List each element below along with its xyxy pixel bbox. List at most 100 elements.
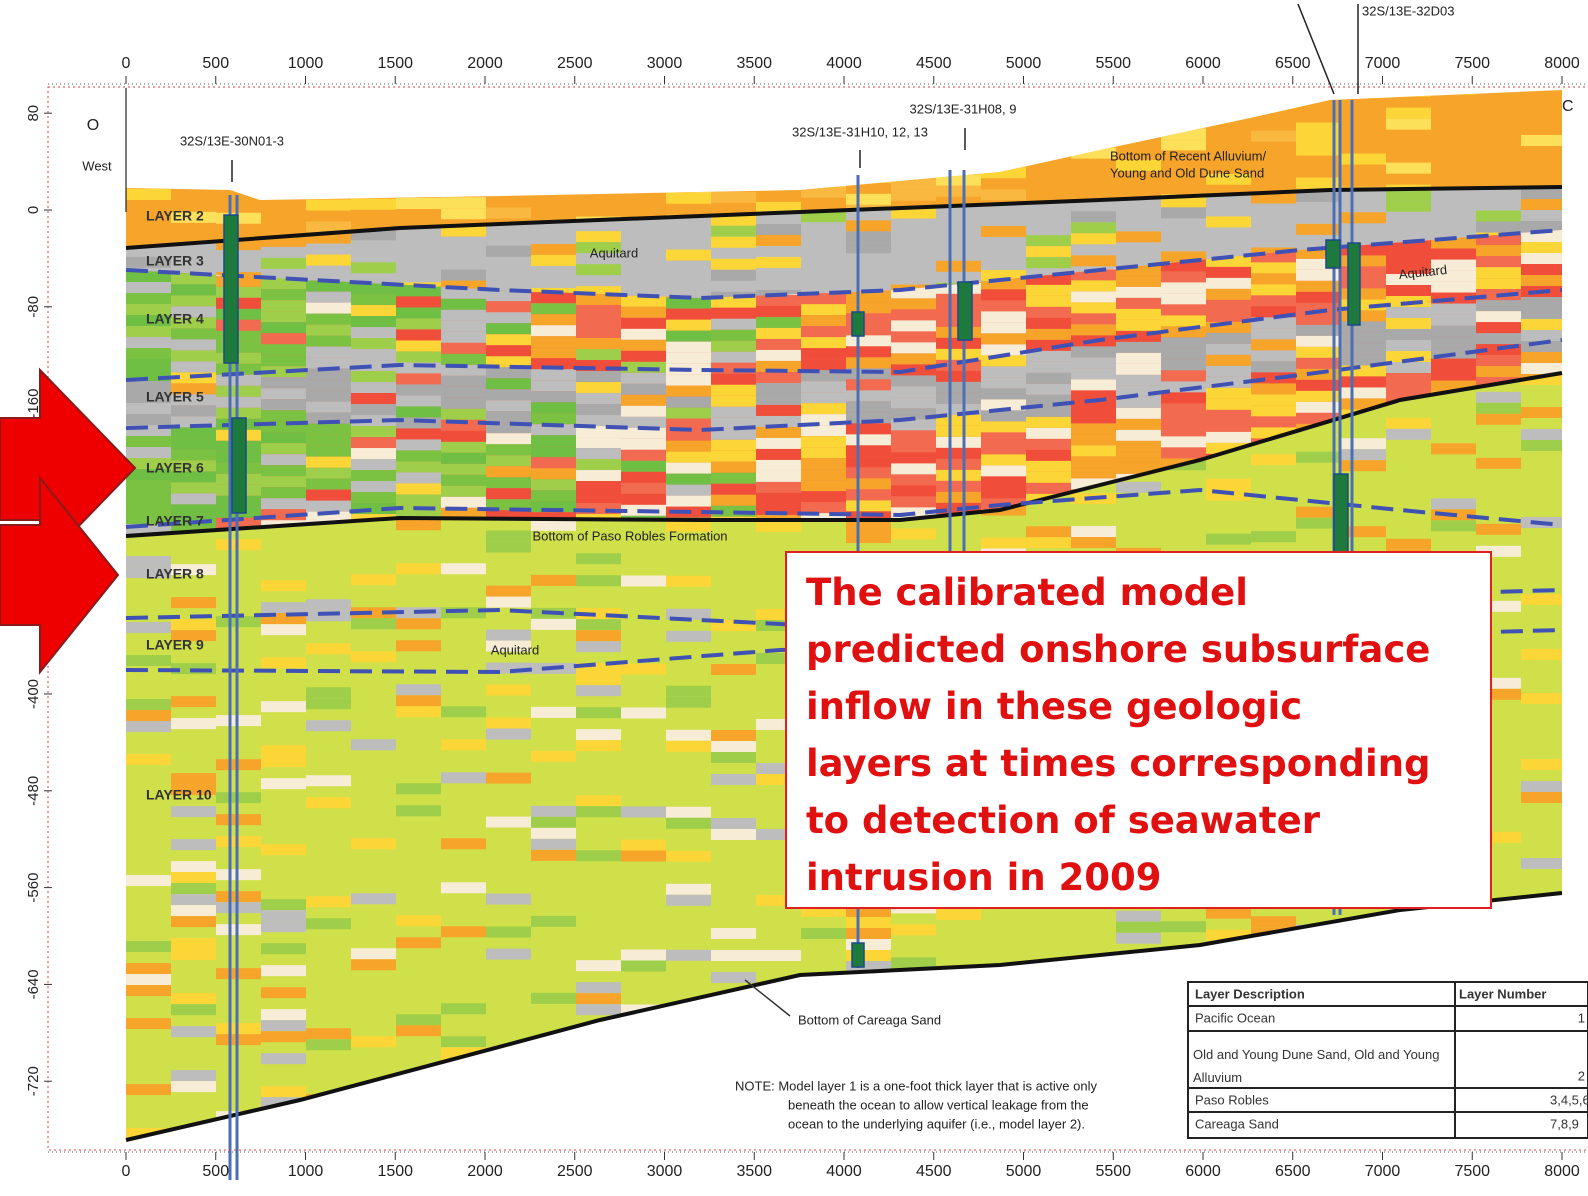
stripe [1476, 677, 1521, 689]
stripe [126, 315, 171, 326]
stripe [1431, 358, 1476, 370]
stripe [306, 412, 351, 424]
stripe [441, 208, 486, 220]
stripe [396, 684, 441, 696]
stripe [1206, 442, 1251, 454]
stripe [126, 458, 171, 469]
stripe [846, 412, 891, 424]
stripe [1341, 438, 1386, 450]
stripe [1521, 594, 1562, 605]
stripe [1116, 954, 1161, 966]
stripe [1026, 526, 1071, 538]
stripe [396, 563, 441, 575]
stripe [126, 348, 171, 359]
layer-label: LAYER 3 [146, 253, 204, 269]
boundary-label: Young and Old Dune Sand [1110, 165, 1264, 180]
stripe [306, 1028, 351, 1040]
stripe [126, 1018, 171, 1030]
stripe [1026, 471, 1071, 483]
stripe [936, 370, 981, 382]
stripe [756, 256, 801, 268]
stripe [126, 447, 171, 458]
stripe [486, 334, 531, 346]
stripe [666, 729, 711, 741]
stripe [171, 718, 216, 730]
stripe [666, 575, 711, 587]
stripe [1161, 403, 1206, 415]
stripe [351, 404, 396, 416]
stripe [576, 806, 621, 818]
stripe [666, 883, 711, 895]
stripe [1296, 324, 1341, 336]
well-screen [851, 311, 865, 337]
stripe [1161, 315, 1206, 327]
stripe [1161, 139, 1206, 151]
stripe [1341, 526, 1386, 538]
stripe [666, 440, 711, 452]
stripe [351, 415, 396, 427]
well-screen [231, 417, 247, 514]
stripe [441, 507, 486, 519]
stripe [306, 232, 351, 244]
stripe [486, 717, 531, 729]
stripe [351, 283, 396, 295]
dashed-boundary [125, 228, 1563, 301]
stripe [261, 1009, 306, 1021]
stripe [1341, 153, 1386, 165]
stripe [171, 449, 216, 461]
stripe [1071, 313, 1116, 325]
stripe [801, 315, 846, 327]
stripe [666, 484, 711, 496]
x-tick-label: 4500 [916, 55, 952, 72]
stripe [126, 567, 171, 579]
stripe [1026, 246, 1071, 258]
stripe [171, 427, 216, 439]
stripe [576, 553, 621, 565]
stripe [396, 618, 441, 630]
stripe [711, 494, 756, 506]
stripe [396, 450, 441, 462]
stripe [756, 829, 801, 840]
stripe [486, 477, 531, 489]
stripe [126, 524, 171, 535]
stripe [441, 563, 486, 575]
stripe [846, 368, 891, 380]
stripe [576, 231, 621, 243]
stripe [1341, 212, 1386, 224]
x-tick-label: 0 [122, 55, 131, 72]
stripe [126, 326, 171, 337]
stripe [621, 438, 666, 450]
stripe [711, 664, 756, 675]
stripe [1431, 270, 1476, 282]
layer-label: LAYER 10 [146, 787, 212, 803]
stripe [1476, 234, 1521, 246]
stripe [981, 278, 1026, 290]
stripe [846, 521, 891, 532]
stripe [1071, 269, 1116, 281]
layer-label: LAYER 8 [146, 566, 204, 582]
legend-header: Layer Description [1195, 986, 1305, 1001]
stripe [1116, 275, 1161, 287]
stripe [1296, 190, 1341, 202]
stripe [666, 192, 711, 204]
stripe [711, 225, 756, 237]
stripe [576, 242, 621, 254]
stripe [1431, 237, 1476, 249]
stripe [1386, 384, 1431, 395]
stripe [576, 503, 621, 515]
stripe [1521, 308, 1562, 319]
stripe [756, 503, 801, 515]
stripe [666, 608, 711, 620]
stripe [306, 357, 351, 369]
stripe [1026, 284, 1071, 296]
stripe [846, 950, 891, 961]
stripe [171, 916, 216, 928]
stripe [1116, 481, 1161, 493]
aquitard-label: Aquitard [590, 245, 638, 260]
stripe [396, 483, 441, 495]
stripe [1476, 908, 1521, 920]
stripe [1161, 348, 1206, 360]
stripe [486, 455, 531, 467]
stripe [531, 816, 576, 828]
stripe [351, 198, 396, 210]
